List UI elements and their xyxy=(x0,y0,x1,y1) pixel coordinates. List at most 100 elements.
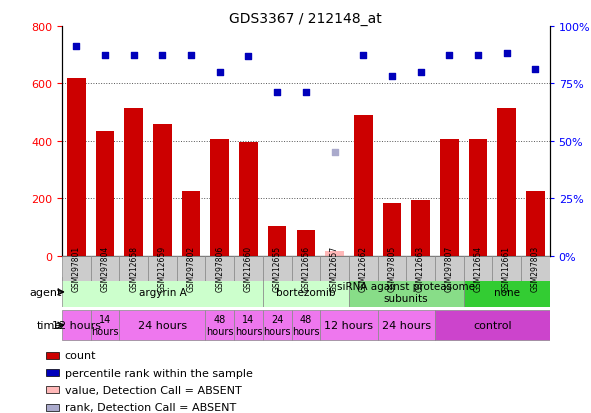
Title: GDS3367 / 212148_at: GDS3367 / 212148_at xyxy=(229,12,382,26)
Text: 24 hours: 24 hours xyxy=(382,320,431,330)
Bar xyxy=(153,124,172,256)
Point xyxy=(243,54,253,60)
Bar xyxy=(526,192,545,256)
Bar xyxy=(320,311,378,340)
Text: 48
hours: 48 hours xyxy=(206,314,233,336)
Bar xyxy=(378,311,435,340)
Bar xyxy=(349,278,463,307)
Bar xyxy=(234,311,263,340)
Text: GSM297804: GSM297804 xyxy=(100,245,109,292)
Text: GSM297801: GSM297801 xyxy=(72,245,81,292)
Text: 12 hours: 12 hours xyxy=(52,320,101,330)
Text: GSM212659: GSM212659 xyxy=(158,245,167,292)
Text: agent: agent xyxy=(30,287,62,297)
Text: GSM212661: GSM212661 xyxy=(502,245,511,292)
Bar xyxy=(263,256,291,281)
Bar xyxy=(46,404,59,411)
Bar xyxy=(354,116,372,256)
Bar xyxy=(469,140,487,256)
Text: 12 hours: 12 hours xyxy=(324,320,374,330)
Point xyxy=(129,52,138,59)
Bar xyxy=(463,278,550,307)
Bar xyxy=(119,256,148,281)
Bar xyxy=(325,252,344,256)
Bar xyxy=(320,256,349,281)
Bar xyxy=(62,256,91,281)
Text: GSM297806: GSM297806 xyxy=(215,245,225,292)
Text: GSM297803: GSM297803 xyxy=(531,245,540,292)
Bar xyxy=(148,256,177,281)
Point xyxy=(387,74,397,80)
Bar xyxy=(382,203,401,256)
Text: none: none xyxy=(493,287,519,297)
Bar xyxy=(263,311,291,340)
Point xyxy=(301,90,311,96)
Point xyxy=(330,150,339,156)
Text: 14
hours: 14 hours xyxy=(235,314,262,336)
Bar xyxy=(125,109,143,256)
Text: time: time xyxy=(37,320,62,330)
Text: GSM212658: GSM212658 xyxy=(129,245,138,292)
Text: GSM297807: GSM297807 xyxy=(445,245,454,292)
Text: 48
hours: 48 hours xyxy=(292,314,320,336)
Text: GSM212657: GSM212657 xyxy=(330,245,339,292)
Text: bortezomib: bortezomib xyxy=(276,287,336,297)
Text: value, Detection Call = ABSENT: value, Detection Call = ABSENT xyxy=(65,385,242,395)
Text: GSM212660: GSM212660 xyxy=(244,245,253,292)
Bar xyxy=(268,226,287,256)
Point xyxy=(215,69,225,76)
Bar xyxy=(349,256,378,281)
Bar xyxy=(406,256,435,281)
Bar xyxy=(210,140,229,256)
Point xyxy=(186,52,196,59)
Bar xyxy=(91,256,119,281)
Bar xyxy=(239,143,258,256)
Text: 24
hours: 24 hours xyxy=(264,314,291,336)
Text: GSM297805: GSM297805 xyxy=(387,245,397,292)
Bar xyxy=(463,256,492,281)
Bar xyxy=(492,256,521,281)
Bar xyxy=(206,256,234,281)
Text: 24 hours: 24 hours xyxy=(138,320,187,330)
Point xyxy=(473,52,483,59)
Point xyxy=(444,52,454,59)
Text: 14
hours: 14 hours xyxy=(92,314,119,336)
Bar xyxy=(291,256,320,281)
Bar xyxy=(497,109,516,256)
Bar xyxy=(411,200,430,256)
Text: GSM212656: GSM212656 xyxy=(301,245,310,292)
Text: argyrin A: argyrin A xyxy=(138,287,186,297)
Bar xyxy=(206,311,234,340)
Bar xyxy=(263,278,349,307)
Point xyxy=(502,51,511,57)
Text: count: count xyxy=(65,351,96,361)
Bar xyxy=(62,311,91,340)
Point xyxy=(272,90,282,96)
Text: GSM212655: GSM212655 xyxy=(272,245,282,292)
Text: control: control xyxy=(473,320,512,330)
Bar xyxy=(378,256,406,281)
Bar xyxy=(91,311,119,340)
Text: siRNA against proteasome
subunits: siRNA against proteasome subunits xyxy=(337,281,475,303)
Bar xyxy=(435,311,550,340)
Bar xyxy=(297,230,315,256)
Point xyxy=(531,66,540,73)
Bar xyxy=(291,311,320,340)
Point xyxy=(72,44,81,50)
Point xyxy=(158,52,167,59)
Text: GSM212662: GSM212662 xyxy=(359,245,368,292)
Bar xyxy=(46,352,59,359)
Bar xyxy=(46,370,59,377)
Bar xyxy=(177,256,206,281)
Bar xyxy=(119,311,206,340)
Point xyxy=(416,69,426,76)
Bar xyxy=(182,192,200,256)
Text: GSM212663: GSM212663 xyxy=(416,245,425,292)
Bar xyxy=(521,256,550,281)
Bar xyxy=(67,78,86,256)
Bar xyxy=(62,278,263,307)
Text: percentile rank within the sample: percentile rank within the sample xyxy=(65,368,252,378)
Bar xyxy=(435,256,463,281)
Bar xyxy=(234,256,263,281)
Text: GSM212654: GSM212654 xyxy=(473,245,482,292)
